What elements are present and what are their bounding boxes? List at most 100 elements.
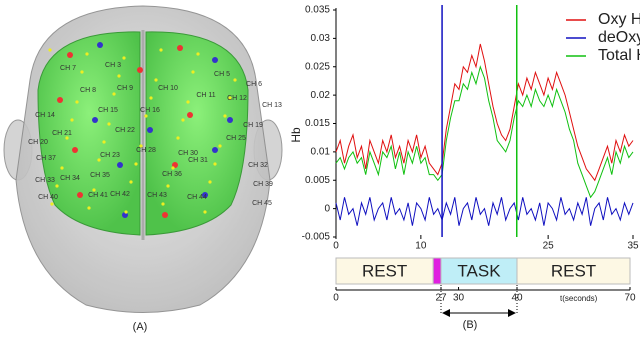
optode-dots [48, 42, 237, 218]
y-tick-label: -0.005 [302, 232, 331, 243]
optode [72, 147, 78, 153]
channel-label: CH 41 [88, 192, 108, 199]
y-tick-label: 0.02 [311, 90, 331, 101]
channel-label: CH 7 [60, 65, 76, 72]
channel-label: CH 21 [52, 130, 72, 137]
channel-label: CH 12 [227, 95, 247, 102]
channel-label: CH 16 [140, 107, 160, 114]
channel-label: CH 8 [80, 87, 96, 94]
timeline-segment [432, 257, 442, 285]
channel-dot [70, 118, 74, 122]
optode [187, 112, 193, 118]
optode [162, 212, 168, 218]
channel-dot [87, 206, 91, 210]
channel-dot [203, 210, 207, 214]
x-tick-label: 0 [333, 241, 339, 252]
channel-dot [149, 96, 153, 100]
legend-label: Oxy Hb [598, 11, 640, 28]
optode [177, 45, 183, 51]
legend-label: deOxy Hb [598, 29, 640, 46]
segment-label: TASK [457, 261, 501, 280]
channel-label: CH 32 [248, 162, 268, 169]
optode [212, 147, 218, 153]
y-axis-label: Hb [289, 127, 303, 143]
timeline-tick-label: 27 [435, 293, 447, 304]
channel-label: CH 5 [214, 71, 230, 78]
channel-dot [80, 70, 84, 74]
channel-label: CH 44 [187, 194, 207, 201]
segment-label: REST [551, 261, 596, 280]
channel-dot [161, 202, 165, 206]
optode [202, 192, 208, 198]
channel-label: CH 14 [35, 112, 55, 119]
timeline-tick-label: 40 [511, 293, 523, 304]
channel-label: CH 11 [196, 92, 215, 99]
channel-label: CH 33 [35, 177, 55, 184]
channel-dot [166, 184, 170, 188]
channel-dot [112, 92, 116, 96]
optode [77, 192, 83, 198]
channel-dot [50, 202, 54, 206]
channel-dot [208, 180, 212, 184]
channel-label: CH 35 [90, 172, 110, 179]
channel-dot [218, 144, 222, 148]
caption-b: (B) [463, 319, 478, 331]
y-tick-label: 0.025 [305, 61, 330, 72]
optode [212, 57, 218, 63]
channel-dot [191, 70, 195, 74]
channel-dot [65, 136, 69, 140]
channel-label: CH 23 [100, 152, 120, 159]
optode [147, 127, 153, 133]
timeline-tick-label: 70 [624, 293, 636, 304]
channel-dot [122, 56, 126, 60]
timeline-segment [440, 257, 518, 285]
timeline-segment [516, 257, 631, 285]
channel-dot [124, 210, 128, 214]
channel-labels: CH 3 CH 5 CH 6 CH 7 CH 8 CH 9 CH 10 CH 11 CH 12 C… [28, 62, 282, 207]
channel-label: CH 22 [115, 127, 135, 134]
legend-label: Total Hb [598, 47, 640, 64]
channel-label: CH 34 [60, 175, 80, 182]
channel-dot [186, 100, 190, 104]
channel-dot [139, 144, 143, 148]
channel-dot [223, 114, 227, 118]
channel-dot [233, 78, 237, 82]
series-line [335, 65, 634, 199]
channel-dot [159, 48, 163, 52]
series-line [335, 197, 634, 226]
optode [97, 42, 103, 48]
optode [227, 117, 233, 123]
channel-dot [181, 118, 185, 122]
optode [117, 162, 123, 168]
y-tick-label: 0.015 [305, 118, 330, 129]
channel-label: CH 36 [162, 171, 182, 178]
y-tick-label: 0 [324, 203, 330, 214]
timeline-tick-label: 0 [333, 293, 339, 304]
channel-label: CH 39 [253, 181, 273, 188]
segment-label: REST [362, 261, 407, 280]
channel-dot [107, 122, 111, 126]
y-tick-label: 0.03 [311, 33, 331, 44]
channel-label: CH 37 [36, 155, 56, 162]
timeline-segment [335, 257, 434, 285]
channel-label: CH 30 [178, 150, 198, 157]
channel-dot [196, 52, 200, 56]
channel-dot [176, 136, 180, 140]
x-tick-label: 35 [627, 241, 639, 252]
channel-label: CH 19 [243, 122, 263, 129]
timeline-axis-label: t(seconds) [560, 294, 598, 303]
channel-label: CH 45 [252, 200, 272, 207]
channel-dot [75, 100, 79, 104]
optode [57, 97, 63, 103]
channel-label: CH 40 [38, 194, 58, 201]
optode [92, 117, 98, 123]
channel-label: CH 28 [136, 147, 156, 154]
channel-label: CH 9 [117, 85, 133, 92]
y-tick-label: 0.01 [311, 147, 331, 158]
channel-label: CH 25 [226, 135, 246, 142]
head-illustration [3, 5, 283, 313]
channel-dot [60, 166, 64, 170]
channel-dot [55, 184, 59, 188]
